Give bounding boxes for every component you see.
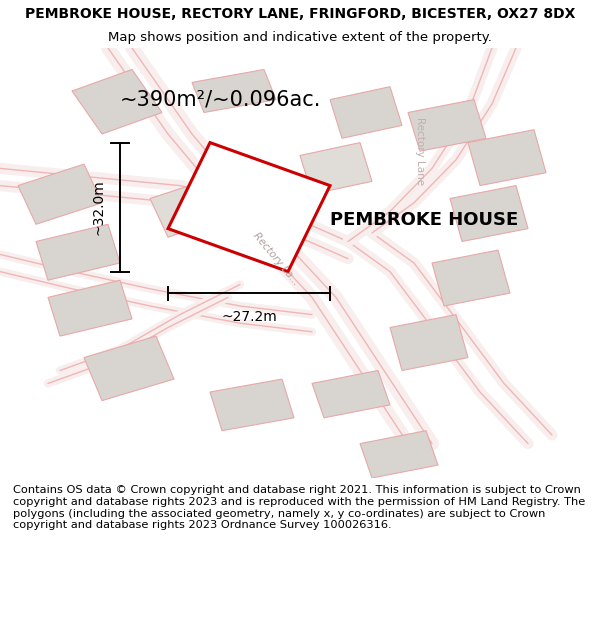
Polygon shape [408,99,486,151]
Text: Map shows position and indicative extent of the property.: Map shows position and indicative extent… [108,31,492,44]
Text: Contains OS data © Crown copyright and database right 2021. This information is : Contains OS data © Crown copyright and d… [13,486,586,530]
Text: PEMBROKE HOUSE, RECTORY LANE, FRINGFORD, BICESTER, OX27 8DX: PEMBROKE HOUSE, RECTORY LANE, FRINGFORD,… [25,8,575,21]
Polygon shape [36,224,120,280]
Polygon shape [72,69,162,134]
Text: ~32.0m: ~32.0m [91,179,105,235]
Polygon shape [300,142,372,194]
Polygon shape [390,314,468,371]
Text: ~390m²/~0.096ac.: ~390m²/~0.096ac. [120,89,322,109]
Text: Rectory Lane: Rectory Lane [415,117,425,185]
Polygon shape [48,280,132,336]
Polygon shape [210,379,294,431]
Polygon shape [18,164,102,224]
Polygon shape [150,177,234,238]
Polygon shape [360,431,438,478]
Polygon shape [450,186,528,241]
Text: PEMBROKE HOUSE: PEMBROKE HOUSE [330,211,518,229]
Text: Rectory La...: Rectory La... [251,231,301,287]
Text: ~27.2m: ~27.2m [221,310,277,324]
Polygon shape [312,371,390,418]
Polygon shape [192,69,276,112]
Polygon shape [330,87,402,138]
Polygon shape [84,336,174,401]
Polygon shape [432,250,510,306]
Polygon shape [468,130,546,186]
Polygon shape [168,142,330,272]
